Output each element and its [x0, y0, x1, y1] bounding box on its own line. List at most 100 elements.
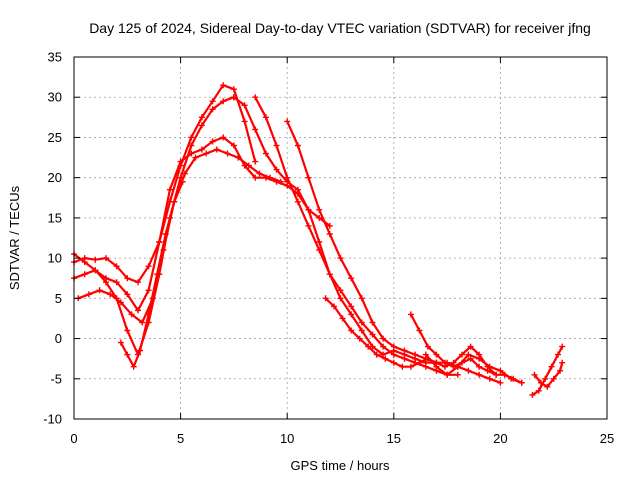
data-point — [424, 343, 431, 350]
chart-title: Day 125 of 2024, Sidereal Day-to-day VTE… — [89, 20, 591, 36]
data-point — [81, 259, 88, 266]
y-tick-label: 15 — [48, 210, 62, 225]
data-point — [92, 267, 99, 274]
series-line — [72, 84, 257, 284]
data-point — [316, 206, 323, 213]
data-point — [252, 126, 259, 133]
data-point — [356, 335, 363, 342]
data-point — [273, 142, 280, 149]
data-point — [284, 174, 291, 181]
data-point — [497, 379, 504, 386]
data-point — [465, 351, 472, 358]
data-point — [339, 315, 346, 322]
series-line — [254, 96, 459, 376]
data-point — [113, 263, 120, 270]
x-tick-label: 10 — [280, 431, 294, 446]
data-point — [476, 371, 483, 378]
data-point — [322, 295, 329, 302]
data-point — [537, 379, 544, 386]
data-point — [171, 198, 178, 205]
data-point — [256, 170, 263, 177]
grid — [74, 57, 607, 419]
data-point — [145, 287, 152, 294]
data-point — [107, 291, 114, 298]
y-tick-label: 30 — [48, 90, 62, 105]
x-tick-label: 20 — [493, 431, 507, 446]
data-point — [416, 327, 423, 334]
data-point — [294, 186, 301, 193]
series-1 — [71, 82, 259, 286]
series-line — [324, 297, 498, 376]
data-point — [518, 379, 525, 386]
data-point — [535, 387, 542, 394]
series-6 — [230, 94, 440, 366]
data-point — [542, 375, 549, 382]
data-point — [529, 391, 536, 398]
data-point — [433, 363, 440, 370]
series-8 — [284, 118, 504, 386]
data-point — [531, 371, 538, 378]
data-point — [557, 367, 564, 374]
data-point — [348, 311, 355, 318]
data-point — [124, 327, 131, 334]
data-point — [486, 363, 493, 370]
data-point — [92, 256, 99, 263]
data-point — [559, 343, 566, 350]
data-point — [267, 174, 274, 181]
data-point — [369, 331, 376, 338]
data-point — [454, 371, 461, 378]
data-point — [493, 371, 500, 378]
data-point — [305, 222, 312, 229]
data-point — [113, 279, 120, 286]
data-point — [220, 82, 227, 89]
data-point — [326, 222, 333, 229]
series-4 — [71, 94, 237, 358]
series-5 — [117, 178, 186, 370]
data-point — [380, 335, 387, 342]
data-point — [497, 367, 504, 374]
data-point — [192, 154, 199, 161]
data-point — [454, 363, 461, 370]
x-tick-label: 0 — [70, 431, 77, 446]
data-point — [203, 150, 210, 157]
data-point — [117, 339, 124, 346]
data-point — [365, 343, 372, 350]
data-point — [484, 367, 491, 374]
data-point — [508, 375, 515, 382]
data-point — [390, 351, 397, 358]
data-point — [348, 303, 355, 310]
data-point — [316, 239, 323, 245]
data-point — [198, 122, 205, 129]
x-tick-label: 5 — [177, 431, 184, 446]
y-tick-label: 0 — [55, 331, 62, 346]
series-2 — [71, 134, 333, 314]
data-point — [198, 114, 205, 121]
series-line — [77, 148, 282, 324]
data-point — [486, 375, 493, 382]
plot-frame — [73, 56, 608, 420]
data-point — [241, 118, 248, 125]
data-point — [166, 186, 173, 193]
data-point — [407, 363, 414, 370]
data-point — [548, 363, 555, 370]
data-point — [380, 343, 387, 350]
data-point — [230, 142, 237, 149]
data-point — [124, 291, 131, 298]
data-point — [252, 94, 259, 101]
data-point — [162, 231, 169, 237]
data-point — [213, 146, 220, 153]
y-tick-label: 10 — [48, 251, 62, 266]
data-point — [337, 287, 344, 294]
data-point — [220, 134, 227, 141]
data-point — [252, 158, 259, 165]
data-point — [348, 275, 355, 282]
data-point — [369, 319, 376, 326]
series-line — [72, 136, 331, 312]
data-point — [358, 327, 365, 334]
data-point — [550, 375, 557, 382]
data-point — [294, 198, 301, 205]
data-point — [433, 351, 440, 358]
data-point — [348, 327, 355, 334]
data-point — [316, 247, 323, 254]
data-point — [284, 118, 291, 125]
